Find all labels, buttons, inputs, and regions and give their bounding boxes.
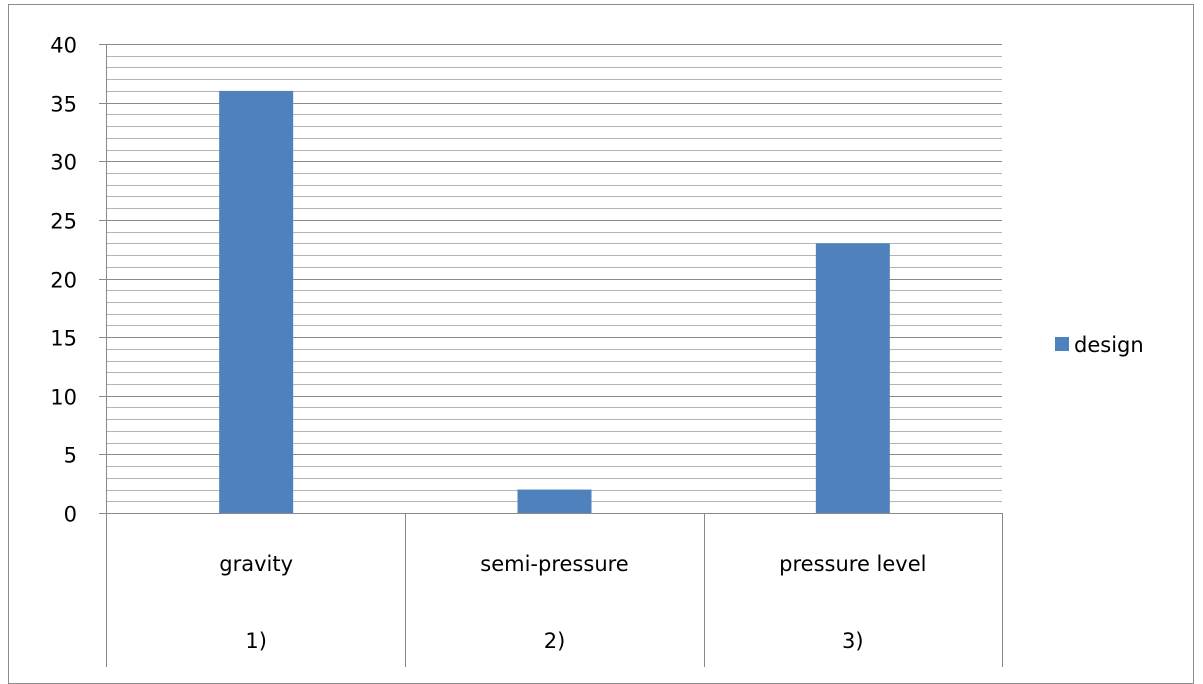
y-tick-label: 30 — [50, 151, 77, 175]
bar-semi-pressure — [517, 489, 592, 513]
category-index-label: 3) — [842, 629, 864, 653]
y-tick-label: 5 — [64, 444, 77, 468]
y-tick-label: 10 — [50, 386, 77, 410]
bar-gravity — [219, 90, 294, 514]
category-label: gravity — [219, 552, 293, 576]
y-tick-label: 0 — [64, 503, 77, 527]
category-index-label: 1) — [245, 629, 267, 653]
y-tick-label: 25 — [50, 210, 77, 234]
y-tick-label: 35 — [50, 93, 77, 117]
legend-label: design — [1074, 333, 1144, 357]
legend-swatch — [1055, 337, 1069, 351]
y-tick-label: 15 — [50, 327, 77, 351]
y-tick-label: 40 — [50, 34, 77, 58]
axes — [99, 44, 1003, 667]
axis-labels: 0 5 10 15 20 25 30 35 40 gravity 1) semi-pressure 2)… — [50, 34, 926, 654]
y-tick-label: 20 — [50, 269, 77, 293]
category-label: pressure level — [779, 552, 926, 576]
bars — [219, 90, 890, 514]
legend: design — [1055, 333, 1144, 357]
bar-pressure-level — [815, 243, 890, 513]
category-label: semi-pressure — [480, 552, 628, 576]
category-index-label: 2) — [544, 629, 566, 653]
